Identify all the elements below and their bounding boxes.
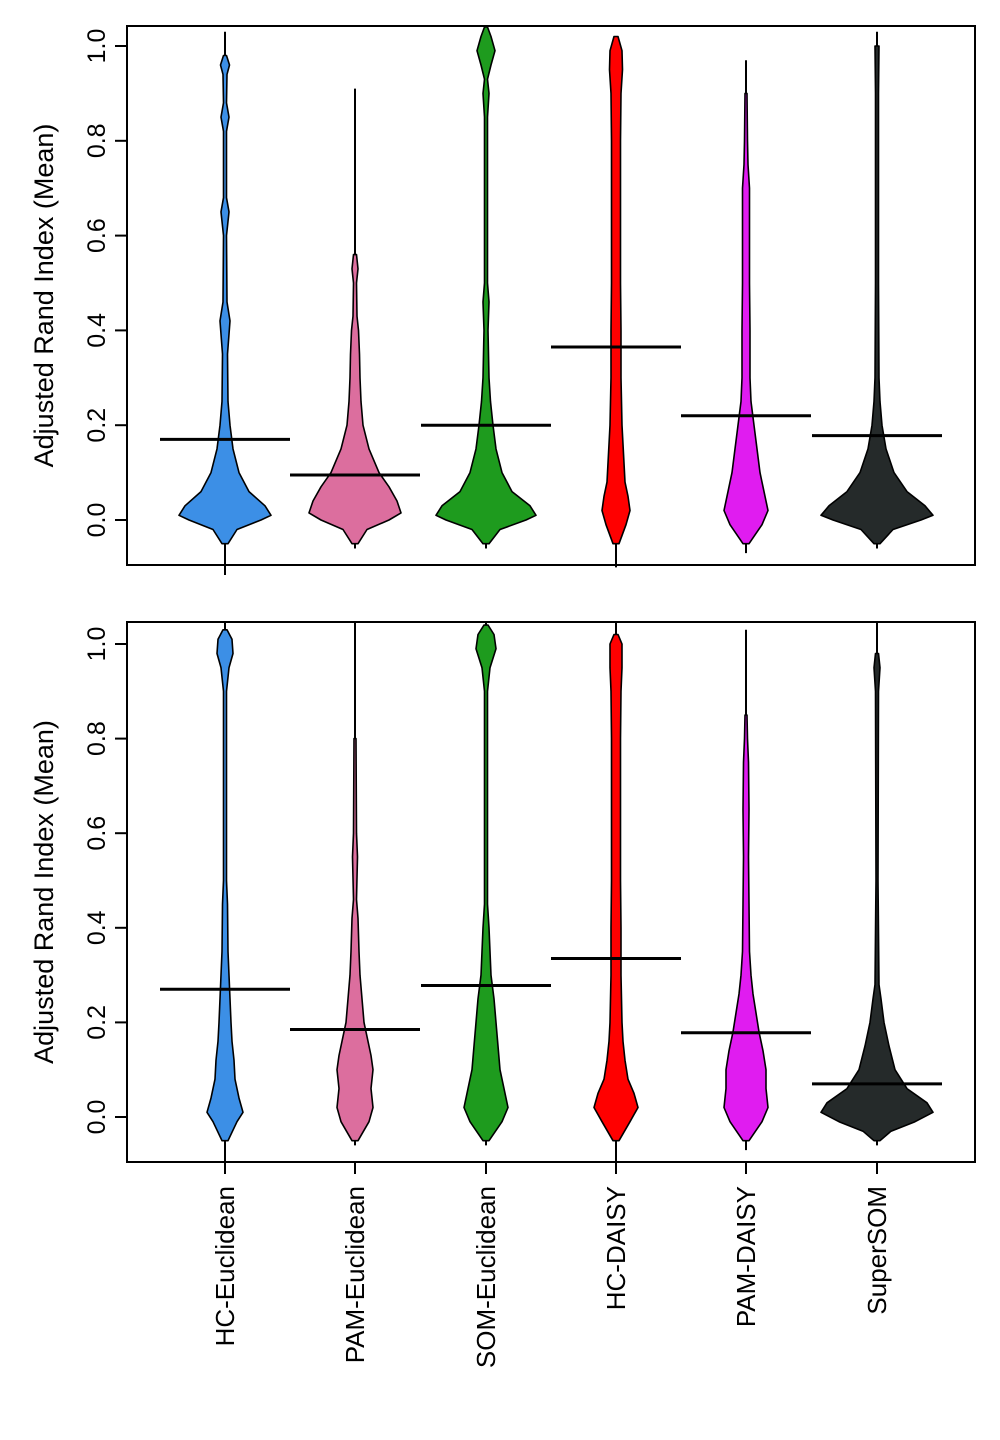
y-tick-label: 0.0 — [83, 1100, 111, 1135]
violin-hc-daisy — [551, 35, 681, 568]
violin-hc-euclidean — [160, 31, 290, 573]
y-tick-label: 0.0 — [83, 503, 111, 538]
x-tick-label: PAM-DAISY — [731, 1186, 761, 1327]
y-tick-label: 1.0 — [83, 627, 111, 662]
violin-body — [336, 737, 374, 1142]
violin-body — [593, 633, 639, 1142]
violin-pam-daisy — [681, 629, 811, 1151]
violin-pam-euclidean — [290, 88, 420, 549]
x-tick-label: HC-Euclidean — [210, 1186, 240, 1346]
violin-hc-daisy — [551, 623, 681, 1165]
violin-som-euclidean — [421, 623, 551, 1146]
violin-supersom — [812, 623, 942, 1146]
y-tick-label: 0.6 — [83, 816, 111, 851]
violin-body — [723, 92, 769, 545]
y-axis-label: Adjusted Rand Index (Mean) — [29, 720, 59, 1064]
plot-frame — [126, 25, 976, 566]
x-tick-label: SuperSOM — [862, 1186, 892, 1315]
y-tick-label: 0.4 — [83, 313, 111, 348]
top-panel: 0.0 0.2 0.4 0.6 0.8 1.0 Adjusted Rand Index (M… — [29, 25, 976, 575]
y-tick-label: 0.2 — [83, 408, 111, 443]
y-tick-label: 0.4 — [83, 910, 111, 945]
y-tick-label: 0.8 — [83, 721, 111, 756]
violin-body — [601, 35, 631, 545]
bottom-panel: 0.0 0.2 0.4 0.6 0.8 1.0 Adjusted Rand Index (M… — [29, 621, 976, 1174]
violin-body — [463, 624, 509, 1142]
violin-body — [435, 26, 537, 545]
violin-body — [820, 652, 934, 1142]
x-axis-labels: HC-Euclidean PAM-Euclidean SOM-Euclidean HC… — [210, 1186, 892, 1368]
y-axis-label: Adjusted Rand Index (Mean) — [29, 124, 59, 468]
x-tick-label: PAM-Euclidean — [340, 1186, 370, 1363]
x-tick-label: SOM-Euclidean — [471, 1186, 501, 1368]
violin-supersom — [812, 31, 942, 549]
violin-body — [820, 45, 934, 545]
plot-frame — [126, 621, 976, 1163]
violin-body — [308, 253, 402, 545]
violin-body — [178, 54, 272, 545]
y-tick-label: 0.2 — [83, 1005, 111, 1040]
y-tick-label: 1.0 — [83, 29, 111, 64]
y-tick-label: 0.6 — [83, 218, 111, 253]
violin-body — [206, 629, 244, 1142]
violin-pam-euclidean — [290, 623, 420, 1146]
x-tick-label: HC-DAISY — [601, 1186, 631, 1310]
violin-hc-euclidean — [160, 623, 290, 1165]
violin-pam-daisy — [681, 60, 811, 554]
violin-som-euclidean — [421, 26, 551, 549]
y-tick-label: 0.8 — [83, 123, 111, 158]
